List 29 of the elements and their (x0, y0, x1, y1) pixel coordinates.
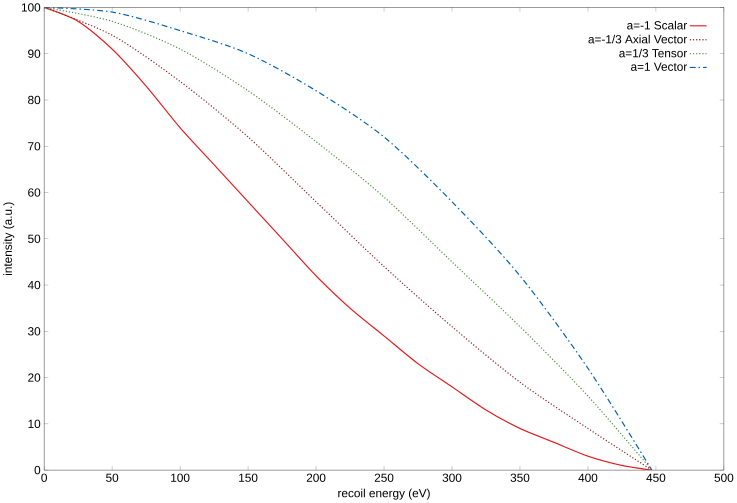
y-tick-label: 0 (34, 466, 40, 474)
x-tick-label: 150 (239, 474, 258, 482)
x-tick-label: 200 (306, 474, 326, 482)
y-axis-title: intensity (a.u.) (3, 202, 14, 276)
legend-label: a=-1/3 Axial Vector (588, 34, 688, 44)
legend-label: a=1 Vector (631, 62, 688, 71)
line-series (44, 7, 652, 470)
x-axis-title: recoil energy (eV) (338, 488, 430, 500)
x-tick-label: 300 (442, 474, 462, 482)
x-tick-label: 50 (106, 474, 118, 482)
x-tick-label: 500 (714, 474, 734, 482)
y-tick-label: 20 (28, 373, 40, 382)
y-tick-label: 70 (28, 142, 40, 150)
legend-label: a=-1 Scalar (627, 20, 688, 30)
x-tick-label: 0 (41, 474, 47, 482)
y-tick-label: 50 (28, 234, 40, 243)
y-tick-label: 10 (28, 420, 40, 428)
x-tick-label: 100 (171, 474, 190, 482)
y-tick-label: 80 (28, 96, 40, 104)
x-tick-label: 350 (510, 474, 530, 482)
x-tick-label: 450 (646, 474, 666, 482)
x-tick-label: 400 (578, 474, 598, 482)
y-tick-label: 30 (28, 327, 40, 336)
y-tick-label: 60 (28, 188, 40, 197)
y-tick-label: 100 (22, 3, 40, 12)
x-tick-label: 250 (374, 474, 394, 482)
y-tick-label: 40 (28, 280, 40, 290)
legend-label: a=1/3 Tensor (619, 48, 688, 58)
y-tick-label: 90 (28, 50, 40, 58)
